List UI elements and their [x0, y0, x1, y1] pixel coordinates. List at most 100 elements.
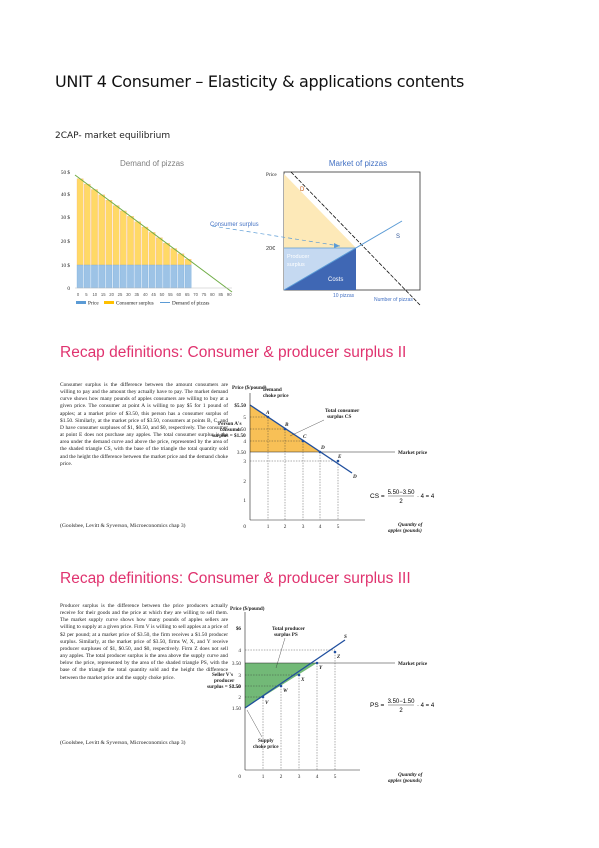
- axis-label: apples (pounds): [388, 527, 422, 534]
- bar-base: [163, 264, 170, 289]
- curve-label: S: [396, 234, 400, 240]
- figure-title: Market of pizzas: [329, 159, 387, 168]
- bar-base: [84, 264, 91, 289]
- bar-base: [141, 264, 149, 289]
- y-tick-label: 4: [243, 439, 246, 445]
- formula: 2: [399, 708, 403, 714]
- formula: 5.50−3.50: [388, 490, 416, 496]
- y-tick-label: 1: [243, 498, 246, 504]
- axis-label: Quantity of: [398, 772, 424, 778]
- bar-base: [156, 264, 163, 289]
- bar-top: [148, 232, 156, 266]
- curve-label: D: [300, 187, 305, 193]
- annotation: Consumer surplus: [210, 222, 259, 228]
- point-label: Z: [336, 654, 341, 660]
- point-label: B: [284, 422, 289, 428]
- annotation: Total producer: [272, 626, 306, 632]
- x-tick-label: 2: [284, 524, 287, 530]
- formula: PS =: [370, 702, 384, 709]
- formula: 2: [399, 499, 403, 505]
- paragraph: Producer surplus is the difference betwe…: [60, 603, 228, 681]
- point-label: Y: [319, 665, 323, 671]
- consumer-surplus-chart: Price ($/pound) $5.50 5 4.50 4 3.50 3 2 …: [212, 384, 435, 534]
- legend-swatch: [76, 301, 86, 304]
- bar-top: [127, 216, 134, 266]
- y-tick-label: 0: [243, 524, 246, 530]
- point-label: V: [265, 700, 269, 706]
- area-label: surplus: [287, 262, 305, 268]
- subtitle: 2CAP- market equilibrium: [55, 131, 171, 141]
- supply-line: [244, 639, 346, 709]
- x-tick-label: 25: [118, 292, 123, 297]
- bar-base: [76, 264, 84, 289]
- bar-top: [120, 210, 127, 266]
- consumer-surplus-area: [284, 174, 356, 248]
- x-tick-label: 70: [193, 292, 198, 297]
- point-label: D: [320, 445, 325, 451]
- bars: [76, 178, 192, 289]
- section-heading: Recap definitions: Consumer & producer s…: [60, 570, 411, 587]
- paragraph: Consumer surplus is the difference betwe…: [60, 382, 228, 467]
- point-label: A: [265, 410, 270, 416]
- producer-surplus-chart: Price ($/pound) $6 4 3.50 3 2.50 2 1.50 …: [207, 605, 435, 784]
- x-tick-label: 0: [77, 292, 80, 297]
- x-tick-label: 85: [218, 292, 223, 297]
- y-tick-label: 3.50: [232, 661, 241, 667]
- y-tick-label: 5: [243, 415, 246, 421]
- x-tick-label: 80: [210, 292, 215, 297]
- quantity-label: 10 pizzas: [333, 293, 355, 299]
- section-heading: Recap definitions: Consumer & producer s…: [60, 344, 407, 361]
- points: [266, 415, 340, 463]
- demand-line: [290, 171, 421, 306]
- bar-base: [127, 264, 134, 289]
- point-label: E: [337, 454, 342, 460]
- point-label: C: [303, 434, 307, 440]
- source: (Goolsbee, Levitt & Syverson, Microecono…: [60, 740, 186, 746]
- axis-label: Price ($/pound): [232, 384, 267, 391]
- bar-top: [163, 242, 170, 266]
- bar-base: [98, 264, 105, 289]
- x-tick-label: 35: [134, 292, 139, 297]
- x-tick-label: 2: [280, 774, 283, 780]
- supply-line: [283, 220, 403, 291]
- point-label: X: [300, 677, 305, 683]
- x-tick-label: 30: [126, 292, 131, 297]
- y-tick-label: 4: [238, 648, 241, 654]
- bar-top: [98, 194, 105, 266]
- annotation: surplus = $1.50: [212, 432, 246, 439]
- annotation: surplus = $1.50: [207, 683, 241, 690]
- bar-base: [120, 264, 127, 289]
- y-tick-label: 50 $: [61, 169, 70, 176]
- y-tick-label: 0: [67, 286, 70, 292]
- formula: CS =: [370, 493, 385, 500]
- y-tick-label: 30 $: [61, 214, 70, 221]
- axis-label: Price ($/pound): [230, 605, 265, 612]
- bar-top: [141, 226, 149, 266]
- x-tick-label: 60: [176, 292, 181, 297]
- formula: · 4 = 4: [417, 703, 435, 709]
- axis-label: apples (pounds): [388, 777, 422, 784]
- y-tick-label: 40 $: [61, 191, 70, 198]
- bar-top: [76, 178, 84, 266]
- annotation: choke price: [253, 744, 279, 750]
- x-tick-label: 4: [316, 774, 319, 780]
- bar-top: [84, 183, 91, 266]
- y-tick-label: 2: [238, 695, 241, 701]
- axis-label: Price: [266, 172, 277, 178]
- annotation: producer: [214, 678, 235, 684]
- x-tick-label: 15: [101, 292, 106, 297]
- bar-top: [112, 205, 120, 266]
- x-tick-label: 55: [168, 292, 173, 297]
- curve-label: D: [352, 474, 357, 480]
- annotation: Market price: [398, 450, 428, 456]
- x-tick-label: 40: [143, 292, 148, 297]
- x-tick-label: 1: [262, 774, 265, 780]
- y-tick-label: 2.50: [232, 684, 241, 690]
- points: [261, 650, 337, 699]
- annotation: surplus PS: [274, 632, 298, 638]
- area-label: Costs: [328, 277, 343, 283]
- annotation: Market price: [398, 661, 428, 667]
- bar-base: [148, 264, 156, 289]
